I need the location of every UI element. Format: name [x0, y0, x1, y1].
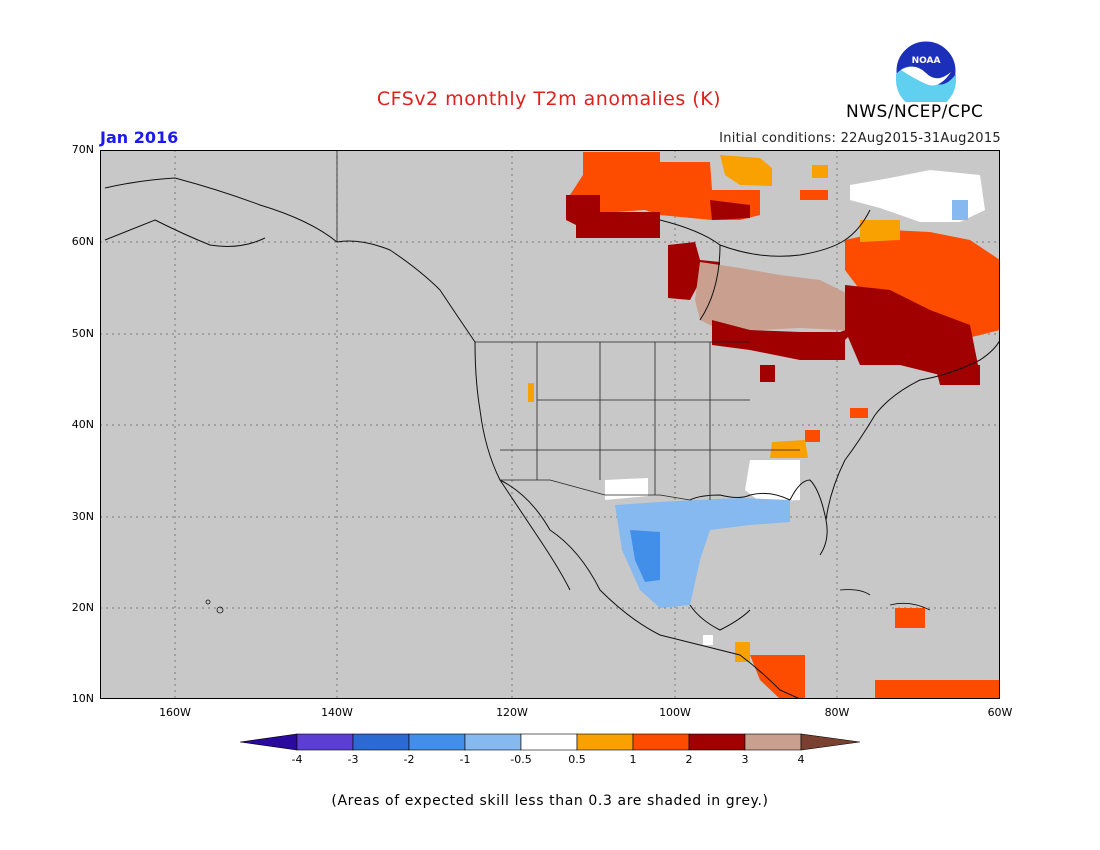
anomaly-darkred-quebec [845, 285, 980, 375]
lon-label-100w: 100W [659, 706, 691, 719]
colorbar-segment [744, 733, 802, 751]
anomaly-fields [528, 152, 1000, 699]
lat-label-30n: 30N [71, 510, 94, 523]
anomaly-red-southamerica [875, 680, 1000, 699]
colorbar-arrow-left [240, 733, 298, 751]
colorbar-label: 3 [741, 753, 749, 766]
colorbar-label: -4 [291, 753, 303, 766]
anomaly-orange-quebec [860, 220, 900, 242]
anomaly-white-newmexico [605, 478, 648, 500]
anomaly-lightblue-greenland [952, 200, 968, 220]
colorbar-label: -2 [403, 753, 415, 766]
colorbar-segment [688, 733, 746, 751]
anomaly-red-hispaniola [895, 608, 925, 628]
anomaly-orange-idaho [528, 383, 534, 402]
anomaly-white-patch-mexico [703, 635, 713, 645]
political-borders [336, 150, 800, 501]
colorbar-segment [352, 733, 410, 751]
anomaly-darkred-ontario [712, 320, 860, 360]
footnote: (Areas of expected skill less than 0.3 a… [331, 793, 769, 809]
lat-label-20n: 20N [71, 601, 94, 614]
colorbar-label: 0.5 [568, 753, 586, 766]
colorbar-segment [520, 733, 578, 751]
anomaly-red-labrador [845, 230, 1000, 340]
coastlines [104, 177, 1000, 699]
chart-title: CFSv2 monthly T2m anomalies (K) [376, 88, 722, 110]
lon-label-140w: 140W [321, 706, 353, 719]
anomaly-orange-tennessee [770, 440, 808, 458]
forecast-period: Jan 2016 [100, 128, 179, 147]
lat-label-40n: 40N [71, 418, 94, 431]
lat-label-50n: 50N [71, 327, 94, 340]
colorbar [240, 733, 860, 751]
lon-label-120w: 120W [496, 706, 528, 719]
anomaly-white-south [745, 460, 800, 502]
anomaly-darkred-michigan [760, 365, 775, 382]
lat-label-10n: 10N [71, 692, 94, 705]
colorbar-label: -3 [347, 753, 359, 766]
colorbar-label: 4 [797, 753, 805, 766]
colorbar-label: 2 [685, 753, 693, 766]
colorbar-label: 1 [629, 753, 637, 766]
colorbar-label: -1 [459, 753, 471, 766]
initial-conditions: Initial conditions: 22Aug2015-31Aug2015 [719, 131, 1001, 146]
anomaly-red-ohio [850, 408, 868, 418]
colorbar-segment [408, 733, 466, 751]
anomaly-lightblue-texas [615, 498, 790, 608]
anomaly-darkred-north-canada [566, 195, 660, 238]
lat-label-60n: 60N [71, 235, 94, 248]
colorbar-segment [576, 733, 634, 751]
colorbar-arrow-right [800, 733, 860, 751]
anomaly-red-kentucky [805, 430, 820, 442]
lon-label-160w: 160W [159, 706, 191, 719]
islands [205, 589, 931, 614]
anomaly-blue-mexico [630, 530, 660, 582]
colorbar-label: -0.5 [510, 753, 532, 766]
lon-label-60w: 60W [987, 706, 1013, 719]
anomaly-darkred-hudson [668, 242, 720, 300]
anomaly-red-north-baffin [800, 190, 828, 200]
colorbar-segment [296, 733, 354, 751]
lat-label-70n: 70N [71, 143, 94, 156]
anomaly-darkred-north-canada-2 [710, 200, 750, 220]
anomaly-orange-north [720, 155, 772, 186]
logo-text: NOAA [912, 56, 941, 66]
noaa-logo-icon: NOAA [895, 40, 957, 102]
anomaly-tan-ontario [695, 262, 880, 335]
organization-label: NWS/NCEP/CPC [846, 102, 984, 122]
colorbar-segment [632, 733, 690, 751]
lon-label-80w: 80W [824, 706, 850, 719]
anomaly-white-greenland [850, 170, 985, 222]
anomaly-red-centralamerica [750, 655, 805, 699]
anomaly-map [100, 150, 1000, 699]
anomaly-orange-north-2 [812, 165, 828, 178]
anomaly-orange-guatemala [735, 642, 750, 662]
anomaly-darkred-maritimes [935, 365, 980, 385]
colorbar-segment [464, 733, 522, 751]
